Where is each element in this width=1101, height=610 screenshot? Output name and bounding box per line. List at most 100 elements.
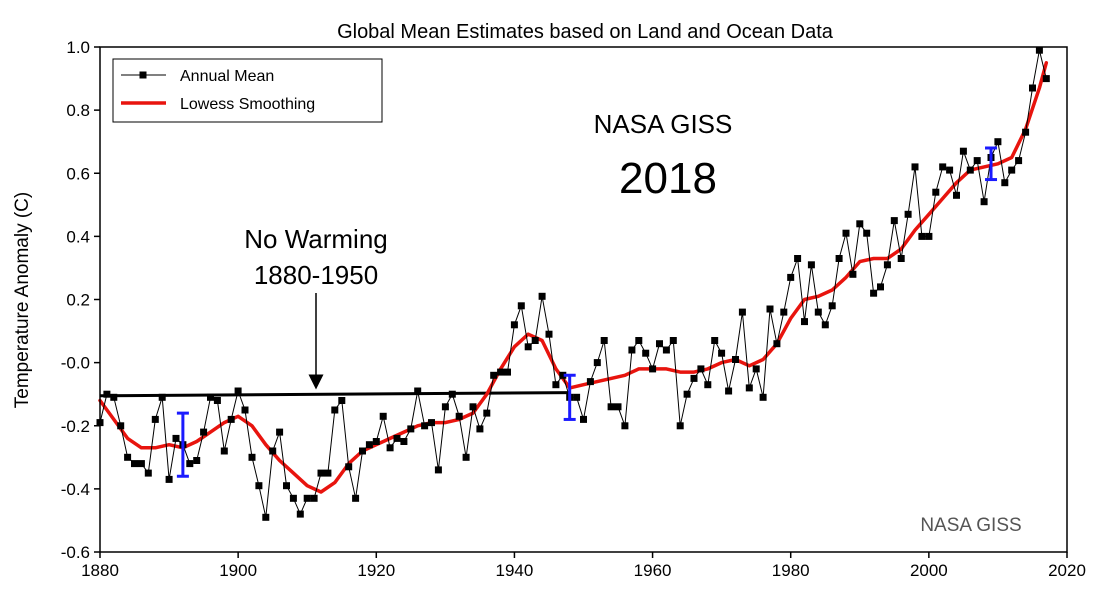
annual-point-1903: [255, 482, 263, 490]
annual-point-1953: [600, 337, 608, 344]
annual-point-1904: [262, 513, 270, 521]
annual-point-1988: [842, 229, 850, 237]
annual-point-2015: [1029, 84, 1036, 92]
uncertainty-bars: [176, 146, 998, 478]
annual-point-1922: [386, 444, 394, 452]
legend-annual-label: Annual Mean: [180, 68, 274, 85]
annual-point-1965: [683, 390, 691, 398]
annual-point-1901: [241, 406, 249, 414]
annual-point-2003: [946, 166, 954, 174]
annual-point-1945: [545, 330, 553, 338]
no-warming-trend: [99, 391, 570, 398]
lowess-line: [98, 61, 1049, 494]
annual-point-1986: [828, 302, 836, 310]
annual-point-1955: [614, 403, 622, 411]
y-tick-label-8: 1.0: [66, 38, 90, 57]
annual-point-2016: [1035, 46, 1043, 54]
annual-point-1982: [801, 318, 808, 326]
annual-point-1976: [759, 393, 767, 401]
annual-point-1949: [573, 393, 581, 401]
annual-point-1893: [186, 460, 194, 468]
annual-point-1902: [248, 453, 256, 461]
y-tick-label-6: 0.6: [66, 164, 90, 183]
annual-point-1997: [904, 210, 912, 218]
annual-point-1973: [738, 308, 746, 316]
annual-point-1928: [428, 419, 435, 427]
annual-point-2004: [953, 191, 960, 199]
annual-point-1906: [276, 428, 284, 436]
year-label: 2018: [619, 154, 717, 203]
x-tick-label-7: 2020: [1048, 561, 1086, 580]
watermark: NASA GISS: [920, 515, 1021, 536]
annual-point-1912: [317, 469, 325, 477]
legend: Annual Mean Lowess Smoothing: [112, 58, 383, 123]
annual-point-1969: [711, 337, 719, 344]
trend-line: [99, 391, 570, 398]
x-tick-label-0: 1880: [81, 561, 119, 580]
annual-point-1968: [704, 381, 712, 389]
annual-point-2000: [925, 232, 933, 240]
annual-point-1935: [476, 425, 484, 433]
annual-point-1993: [877, 283, 884, 291]
annual-point-1932: [455, 412, 463, 420]
annual-point-1972: [732, 356, 739, 363]
annual-point-1885: [131, 460, 138, 468]
annual-point-2014: [1022, 128, 1030, 136]
annual-point-1962: [662, 346, 670, 354]
annual-point-1941: [517, 302, 525, 310]
annual-point-1897: [213, 397, 221, 404]
annual-point-1929: [434, 466, 442, 474]
annual-point-1934: [469, 403, 477, 411]
annual-point-1936: [483, 409, 491, 417]
annual-point-1967: [697, 365, 705, 373]
annual-point-1887: [144, 469, 152, 477]
annual-point-1951: [586, 378, 594, 386]
annual-point-1931: [448, 390, 456, 398]
annual-point-2012: [1008, 166, 1016, 174]
annual-point-1900: [234, 387, 242, 395]
annual-point-1943: [531, 337, 539, 344]
annual-point-1980: [787, 273, 795, 281]
annual-point-1992: [870, 289, 878, 297]
annual-point-1996: [897, 255, 905, 262]
annual-point-1907: [283, 482, 290, 490]
annual-point-1942: [524, 343, 532, 351]
annual-point-1944: [538, 292, 546, 300]
legend-lowess-label: Lowess Smoothing: [180, 96, 315, 113]
annual-point-2007: [973, 157, 981, 165]
y-tick-label-0: -0.6: [61, 543, 90, 562]
y-tick-label-2: -0.2: [61, 417, 90, 436]
error-bar-2: [985, 146, 998, 182]
annual-point-1882: [110, 393, 118, 401]
y-tick-label-1: -0.4: [61, 480, 90, 499]
annual-point-1896: [207, 393, 214, 401]
annual-point-1978: [773, 340, 781, 348]
x-tick-label-4: 1960: [634, 561, 672, 580]
annual-point-1909: [296, 510, 304, 518]
y-tick-label-5: 0.4: [66, 227, 90, 246]
annual-point-2002: [939, 163, 947, 171]
annual-point-1881: [103, 390, 111, 398]
annual-point-1889: [158, 393, 166, 401]
annual-point-1915: [338, 397, 346, 404]
annual-point-2013: [1015, 157, 1023, 165]
annual-point-2005: [959, 147, 967, 155]
x-tick-label-6: 2000: [910, 561, 948, 580]
annual-point-1991: [863, 229, 871, 237]
annual-point-1998: [911, 163, 919, 171]
annual-point-1895: [200, 428, 208, 436]
annual-point-1947: [559, 371, 567, 379]
annual-point-1927: [421, 422, 429, 430]
annual-point-1981: [794, 255, 802, 262]
annual-point-1924: [400, 438, 408, 445]
annual-point-2011: [1001, 179, 1009, 187]
annual-point-1939: [504, 368, 511, 376]
annual-point-1961: [656, 340, 663, 348]
annual-point-1883: [117, 422, 125, 430]
annual-point-1940: [510, 321, 518, 329]
lowess-series: [98, 61, 1049, 494]
error-bar-0: [176, 411, 189, 478]
no-warming-years-label: 1880-1950: [254, 260, 378, 290]
annual-point-1919: [365, 441, 373, 449]
annual-point-1974: [745, 384, 753, 392]
